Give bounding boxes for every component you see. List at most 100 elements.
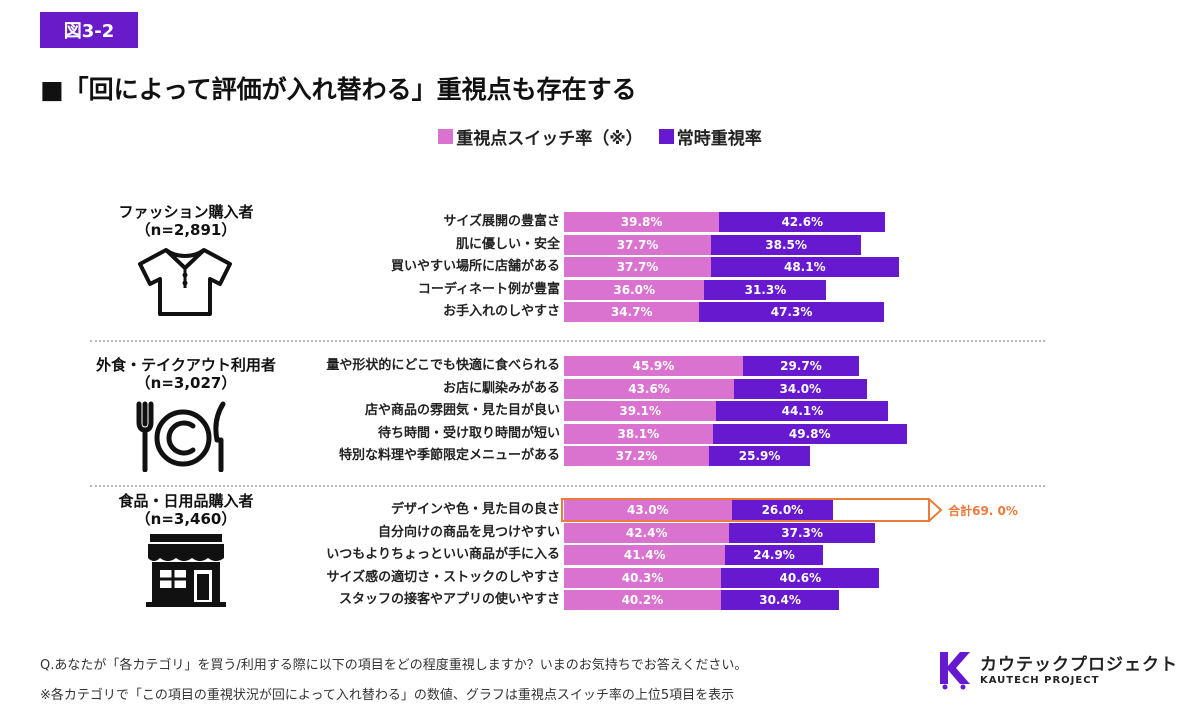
bar-switch-rate: 43.0%	[564, 500, 732, 520]
page-title: ■「回によって評価が入れ替わる」重視点も存在する	[40, 75, 637, 104]
row-label: いつもよりちょっといい商品が手に入る	[326, 547, 560, 562]
legend-label-always: 常時重視率	[676, 129, 762, 149]
data-label: 34.7%	[610, 305, 653, 319]
bar-switch-rate: 40.3%	[564, 567, 722, 588]
group-separator	[90, 485, 1045, 487]
bar-switch-rate: 42.4%	[564, 522, 730, 543]
bar-always-rate: 24.9%	[725, 545, 823, 565]
data-label: 37.3%	[781, 525, 823, 540]
row-label: 待ち時間・受け取り時間が短い	[377, 425, 560, 441]
row-label: お手入れのしやすさ	[443, 304, 560, 319]
row-label: 買いやすい場所に店舗がある	[390, 259, 560, 274]
highlight-arrow-icon	[929, 498, 943, 522]
data-label: 29.7%	[780, 359, 822, 373]
data-label: 34.0%	[779, 381, 822, 396]
group-sample-size: （n=3,460）	[135, 510, 237, 528]
bar-always-rate: 42.6%	[719, 212, 886, 232]
bar-always-rate: 44.1%	[716, 401, 889, 421]
row-label: デザインや色・見た目の良さ	[390, 502, 560, 517]
data-label: 26.0%	[761, 503, 804, 517]
data-label: 40.6%	[779, 570, 822, 585]
data-label: 39.1%	[619, 404, 662, 418]
data-label: 44.1%	[781, 404, 824, 418]
row-label: 特別な料理や季節限定メニューがある	[338, 448, 560, 463]
data-label: 38.1%	[617, 426, 660, 441]
group-name: ファッション購入者	[118, 203, 254, 221]
bar-always-rate: 49.8%	[712, 423, 907, 444]
bar-always-rate: 48.1%	[711, 257, 899, 277]
row-label: 量や形状的にどこでも快適に食べられる	[326, 358, 560, 373]
bar-always-rate: 30.4%	[720, 590, 840, 610]
row-label: お店に馴染みがある	[442, 380, 560, 396]
row-label: 店や商品の雰囲気・見た目が良い	[364, 403, 560, 418]
group-name: 外食・テイクアウト利用者	[96, 356, 276, 374]
bar-always-rate: 47.3%	[699, 302, 884, 322]
bar-switch-rate: 37.7%	[564, 234, 712, 255]
data-label: 37.7%	[616, 260, 659, 274]
highlight-total-label: 合計69. 0%	[948, 504, 1018, 518]
data-label: 41.4%	[623, 548, 666, 562]
brand-logo: カウテックプロジェクト KAUTECH PROJECT	[936, 650, 1186, 690]
data-label: 36.0%	[613, 282, 656, 297]
shirt-icon	[138, 248, 232, 316]
data-label: 48.1%	[783, 260, 826, 274]
bar-always-rate: 37.3%	[729, 522, 875, 543]
row-label: スタッフの接客やアプリの使いやすさ	[338, 592, 560, 607]
data-label: 40.2%	[621, 593, 664, 607]
group-sample-size: （n=3,027）	[135, 374, 237, 392]
bar-switch-rate: 38.1%	[564, 423, 713, 444]
bar-switch-rate: 39.8%	[564, 212, 720, 232]
chart-legend: 重視点スイッチ率（※） 常時重視率	[0, 124, 1200, 149]
data-label: 42.4%	[625, 525, 668, 540]
bar-switch-rate: 37.2%	[564, 446, 710, 466]
data-label: 39.8%	[620, 215, 663, 229]
bar-always-rate: 40.6%	[721, 567, 880, 588]
data-label: 40.3%	[621, 570, 664, 585]
bar-switch-rate: 37.7%	[564, 257, 712, 277]
legend-label-switch: 重視点スイッチ率（※）	[456, 129, 643, 149]
data-label: 37.7%	[616, 237, 659, 252]
row-label: コーディネート例が豊富	[417, 281, 560, 297]
kautech-logo-icon	[940, 652, 970, 690]
data-label: 25.9%	[738, 449, 781, 463]
group-heading: ファッション購入者 （n=2,891）	[86, 203, 286, 239]
group-heading: 外食・テイクアウト利用者 （n=3,027）	[86, 356, 286, 392]
data-label: 42.6%	[781, 215, 824, 229]
bar-switch-rate: 40.2%	[564, 590, 721, 610]
row-label: サイズ感の適切さ・ストックのしやすさ	[326, 569, 560, 585]
legend-item-always: 常時重視率	[658, 124, 762, 149]
bar-always-rate: 34.0%	[734, 378, 867, 399]
legend-swatch-switch	[438, 129, 454, 144]
figure-label: 図3-2	[40, 12, 138, 48]
group-name: 食品・日用品購入者	[118, 492, 254, 510]
data-label: 37.2%	[615, 449, 658, 463]
scope-footnote: ※各カテゴリで「この項目の重視状況が回によって入れ替わる」の数値、グラフは重視点…	[40, 688, 735, 703]
data-label: 24.9%	[753, 548, 795, 562]
group-separator	[90, 340, 1045, 342]
data-label: 43.0%	[627, 503, 669, 517]
bar-always-rate: 26.0%	[731, 500, 834, 520]
highlight-box	[561, 498, 931, 522]
plate-cutlery-icon	[136, 401, 226, 472]
bar-switch-rate: 39.1%	[564, 401, 717, 421]
store-icon	[146, 534, 226, 607]
data-label: 45.9%	[632, 359, 675, 373]
data-label: 43.6%	[628, 381, 670, 396]
brand-subtitle: KAUTECH PROJECT	[980, 675, 1100, 686]
bar-switch-rate: 34.7%	[564, 302, 700, 322]
bar-switch-rate: 36.0%	[564, 279, 705, 300]
bar-switch-rate: 41.4%	[564, 545, 726, 565]
group-sample-size: （n=2,891）	[135, 221, 237, 239]
question-footnote: Q.あなたが「各カテゴリ」を買う/利用する際に以下の項目をどの程度重視しますか？…	[40, 658, 748, 673]
bar-switch-rate: 45.9%	[564, 356, 743, 376]
row-label: サイズ展開の豊富さ	[443, 214, 560, 229]
data-label: 30.4%	[759, 593, 801, 607]
bar-switch-rate: 43.6%	[564, 378, 735, 399]
group-heading: 食品・日用品購入者 （n=3,460）	[86, 492, 286, 528]
bar-always-rate: 38.5%	[711, 234, 862, 255]
row-label: 肌に優しい・安全	[455, 236, 560, 252]
bar-always-rate: 31.3%	[704, 279, 827, 300]
legend-item-switch: 重視点スイッチ率（※）	[438, 124, 643, 149]
data-label: 38.5%	[765, 237, 807, 252]
brand-name: カウテックプロジェクト	[980, 655, 1178, 675]
